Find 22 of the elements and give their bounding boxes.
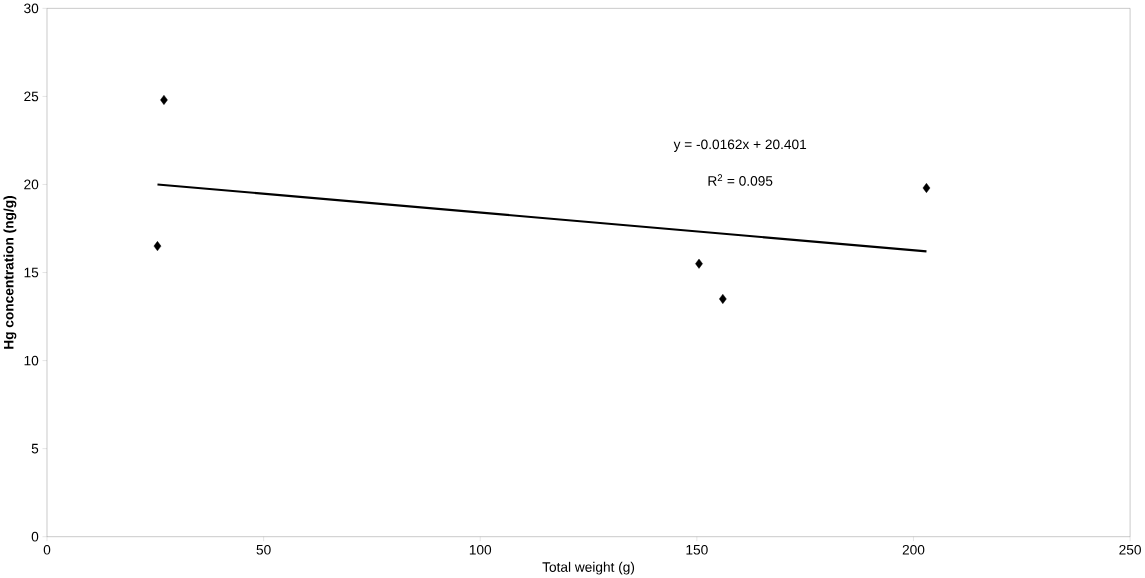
- y-tick-label: 15: [24, 267, 39, 278]
- x-tick-label: 150: [686, 544, 708, 555]
- x-tick-label: 250: [1119, 544, 1141, 555]
- x-tick-label: 0: [43, 544, 51, 555]
- y-tick-label: 5: [31, 443, 39, 454]
- annotation: R$^{2}$ = 0.095: [708, 174, 773, 186]
- point: [153, 241, 162, 252]
- x-tick-label: 50: [256, 544, 271, 555]
- x-tick-label: 200: [902, 544, 925, 555]
- x-tick-label: 100: [469, 544, 492, 555]
- point: [719, 293, 727, 304]
- point: [695, 258, 703, 269]
- y-tick-label: 10: [24, 355, 39, 366]
- y-axis-title: Hg concentration (ng/g): [3, 195, 17, 349]
- y-tick-label: 30: [24, 3, 39, 14]
- point: [160, 94, 168, 105]
- y-tick-label: 0: [31, 531, 39, 542]
- point: [922, 182, 931, 193]
- y-tick-label: 25: [24, 91, 39, 102]
- y-tick-label: 20: [24, 179, 39, 190]
- x-axis-title: Total weight (g): [542, 561, 635, 575]
- annotation: y = -0.0162x + 20.401: [673, 139, 807, 152]
